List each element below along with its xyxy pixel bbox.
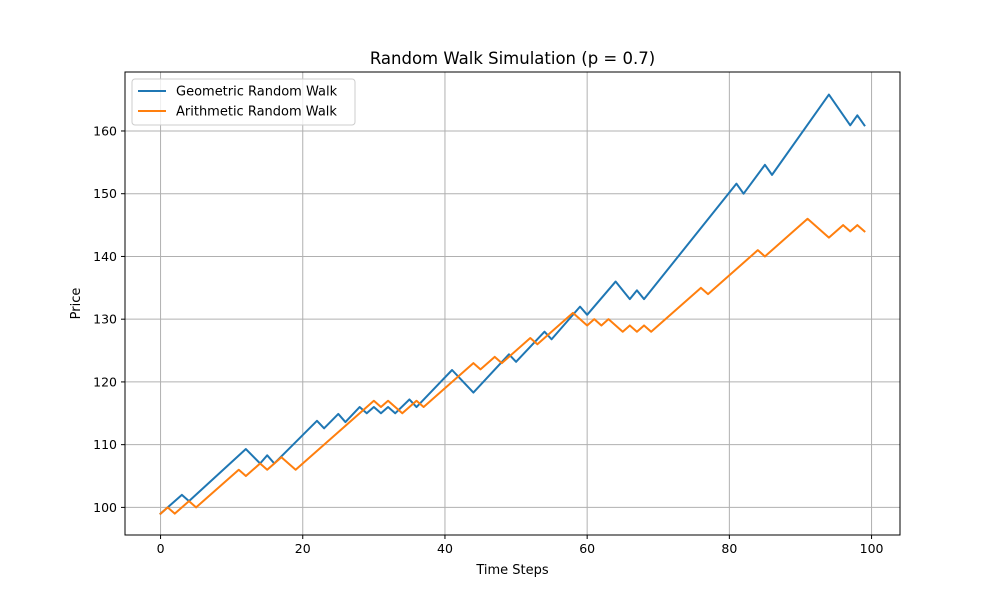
plot-frame [124, 71, 901, 536]
x-tick-label: 60 [579, 541, 595, 556]
chart-title: Random Walk Simulation (p = 0.7) [370, 49, 655, 68]
ticks: 0 20 40 60 80 100 100 110 120 130 140 150 160 [93, 123, 883, 556]
x-tick-label: 100 [860, 541, 884, 556]
y-tick-label: 160 [93, 123, 117, 138]
y-axis-label: Price [69, 288, 84, 320]
y-tick-label: 120 [93, 374, 117, 389]
y-tick-label: 100 [93, 500, 117, 515]
y-tick-label: 110 [93, 437, 117, 452]
series-layer [159, 93, 866, 516]
grid [125, 72, 900, 535]
arithmetic-walk-line [159, 217, 866, 516]
legend-label-geometric: Geometric Random Walk [176, 85, 338, 100]
x-tick-label: 20 [295, 541, 311, 556]
x-tick-label: 80 [721, 541, 737, 556]
x-axis-label: Time Steps [475, 563, 549, 578]
x-tick-label: 40 [437, 541, 453, 556]
legend-label-arithmetic: Arithmetic Random Walk [176, 105, 337, 120]
y-tick-label: 140 [93, 249, 117, 264]
x-tick-label: 0 [157, 541, 165, 556]
y-tick-label: 150 [93, 186, 117, 201]
y-tick-label: 130 [93, 312, 117, 327]
geometric-walk-line [159, 93, 866, 516]
legend-box [131, 78, 356, 126]
legend: Geometric Random Walk Arithmetic Random … [131, 78, 356, 126]
